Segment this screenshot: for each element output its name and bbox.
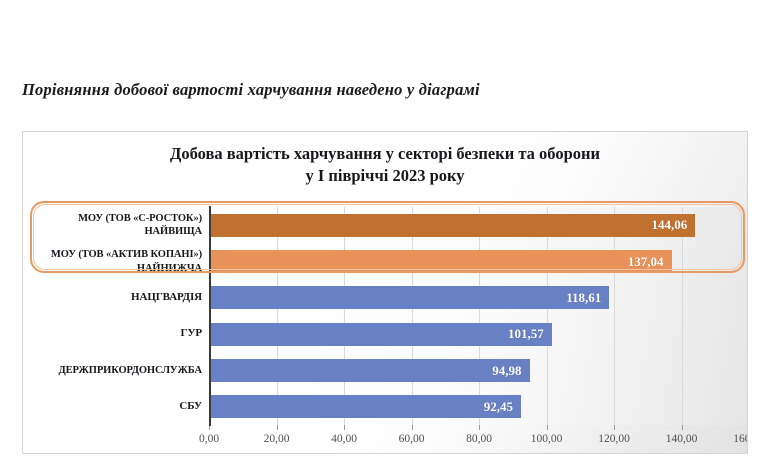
category-label-line: НАЙНИЖЧА <box>136 262 202 274</box>
x-axis-tick-label: 120,00 <box>598 433 630 445</box>
value-axis-line <box>209 206 211 426</box>
category-label: ДЕРЖПРИКОРДОНСЛУЖБА <box>23 364 203 377</box>
x-axis-tick-label: 40,00 <box>331 433 357 445</box>
bar-value-label: 94,98 <box>492 362 522 378</box>
gridline <box>411 207 413 425</box>
category-label-line: НАЦГВАРДІЯ <box>131 290 202 303</box>
bar <box>209 395 522 419</box>
category-label: МОУ (ТОВ «С-РОСТОК») НАЙВИЩА <box>23 212 202 238</box>
bar-value-label: 137,04 <box>627 253 664 269</box>
category-label-line: СБУ <box>179 399 202 412</box>
category-label: СБУ <box>23 399 202 414</box>
bar-row: 92,45 <box>209 395 747 419</box>
tick-mark <box>209 425 210 430</box>
intro-paragraph: Порівняння добової вартості харчування н… <box>22 80 480 99</box>
gridline <box>344 207 345 425</box>
bar-value-label: 118,61 <box>566 289 602 305</box>
gridline <box>614 207 615 425</box>
bar-row: 94,98 <box>209 359 747 382</box>
x-axis-tick-label: 60,00 <box>398 433 425 445</box>
tick-mark <box>546 425 548 430</box>
bar <box>209 359 530 382</box>
x-axis-tick-label: 100,00 <box>530 433 563 445</box>
tick-mark <box>344 425 345 430</box>
gridline <box>479 207 480 425</box>
gridline <box>276 207 278 425</box>
gridline <box>546 207 548 425</box>
category-label-line: МОУ (ТОВ «АКТИВ КОПАНІ») <box>50 249 202 261</box>
tick-mark <box>411 425 413 430</box>
bar-row: 118,61 <box>209 286 747 310</box>
category-label-line: ДЕРЖПРИКОРДОНСЛУЖБА <box>58 364 203 376</box>
x-axis-tick-label: 140,00 <box>665 433 698 445</box>
bar <box>209 213 696 237</box>
gridline <box>681 207 683 425</box>
category-label: МОУ (ТОВ «АКТИВ КОПАНІ») НАЙНИЖЧА <box>23 248 202 274</box>
plot-background <box>209 207 747 425</box>
x-axis-tick-label: 0,00 <box>198 433 220 445</box>
bar-row: 144,06 <box>209 213 747 237</box>
bar-row: 137,04 <box>209 250 747 273</box>
tick-mark <box>681 425 683 430</box>
bar-value-label: 144,06 <box>651 217 688 233</box>
category-label-line: МОУ (ТОВ «С-РОСТОК») <box>78 213 202 225</box>
bar <box>209 250 672 273</box>
bar <box>209 322 552 346</box>
bar <box>209 286 610 310</box>
chart-title: Добова вартість харчування у секторі без… <box>23 143 747 188</box>
tick-mark <box>614 425 615 430</box>
bar-value-label: 92,45 <box>483 398 514 414</box>
tick-mark <box>479 425 480 430</box>
chart-container: Добова вартість харчування у секторі без… <box>22 131 748 454</box>
x-axis-tick-label: 20,00 <box>263 433 290 445</box>
bar-value-label: 101,57 <box>508 326 544 342</box>
tick-mark <box>276 425 278 430</box>
category-label: НАЦГВАРДІЯ <box>23 290 202 305</box>
plot-area: 144,06 137,04 118,61 101,57 94,98 92,45 <box>209 206 747 430</box>
x-axis-tick-label: 160,00 <box>733 433 747 445</box>
chart-title-line-2: у I півріччі 2023 року <box>305 166 465 186</box>
category-label-line: НАЙВИЩА <box>144 226 202 238</box>
bar-row: 101,57 <box>209 322 747 346</box>
x-axis-tick-label: 80,00 <box>466 433 492 445</box>
category-label: ГУР <box>23 327 203 341</box>
chart-title-line-1: Добова вартість харчування у секторі без… <box>169 144 601 163</box>
category-label-line: ГУР <box>180 327 203 340</box>
